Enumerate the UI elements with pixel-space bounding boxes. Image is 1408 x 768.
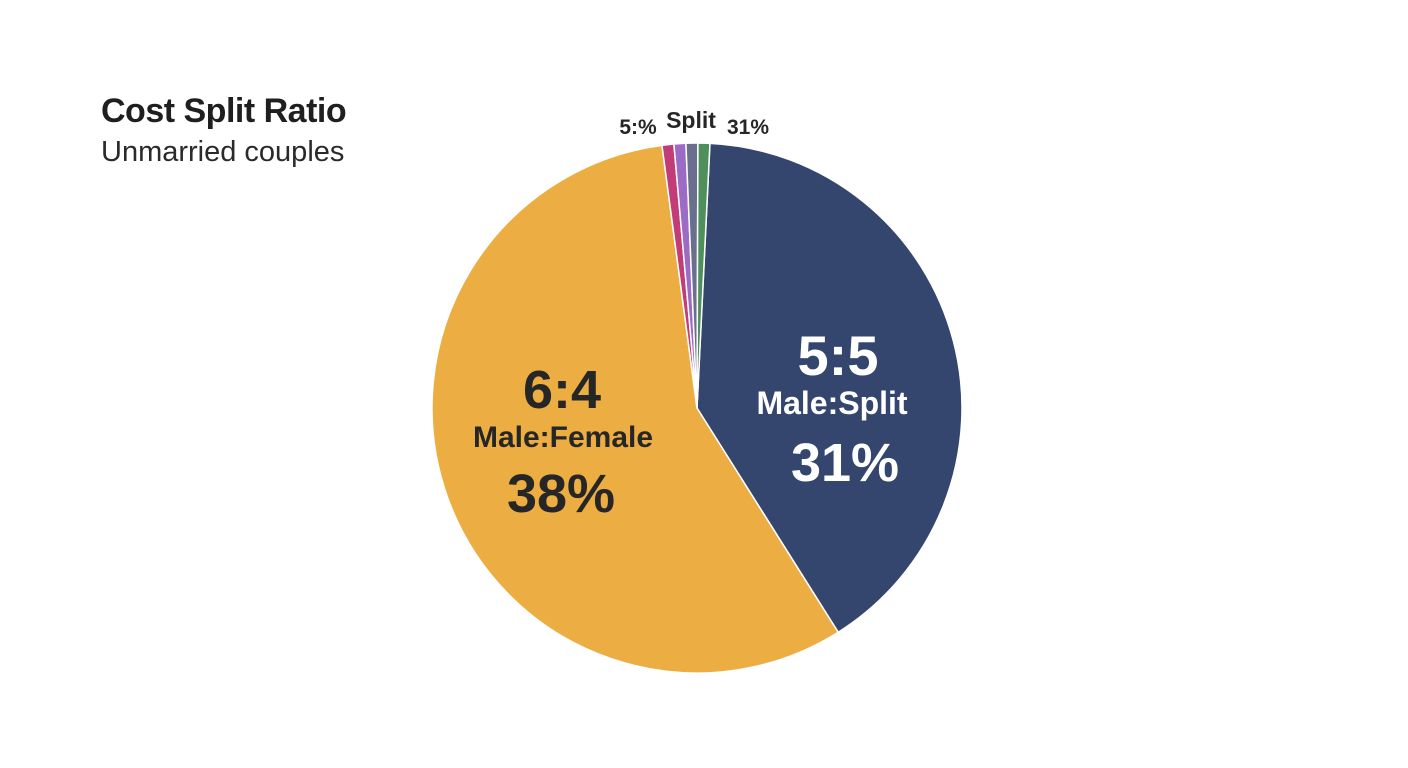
- slice-percent-label-38: 38%: [507, 464, 615, 524]
- slice-percent-label-31: 31%: [791, 433, 899, 493]
- slice-ratio-label-6-4: 6:4: [523, 360, 601, 420]
- chart-title: Cost Split Ratio: [101, 92, 347, 130]
- pie-slice-male-female: [431, 144, 839, 674]
- pie-slice-small-4: [696, 142, 711, 409]
- chart-subtitle: Unmarried couples: [101, 136, 345, 168]
- top-label-split: Split: [666, 107, 716, 133]
- slice-category-label-male-split: Male:Split: [756, 385, 907, 421]
- slice-ratio-label-5-5: 5:5: [798, 324, 879, 387]
- pie-slices: [431, 142, 963, 674]
- top-label-percent: 31%: [727, 116, 769, 139]
- pie-slice-male-split: [696, 142, 963, 633]
- top-label-ratio: 5:%: [619, 116, 657, 139]
- slice-category-label-male-female: Male:Female: [473, 421, 653, 454]
